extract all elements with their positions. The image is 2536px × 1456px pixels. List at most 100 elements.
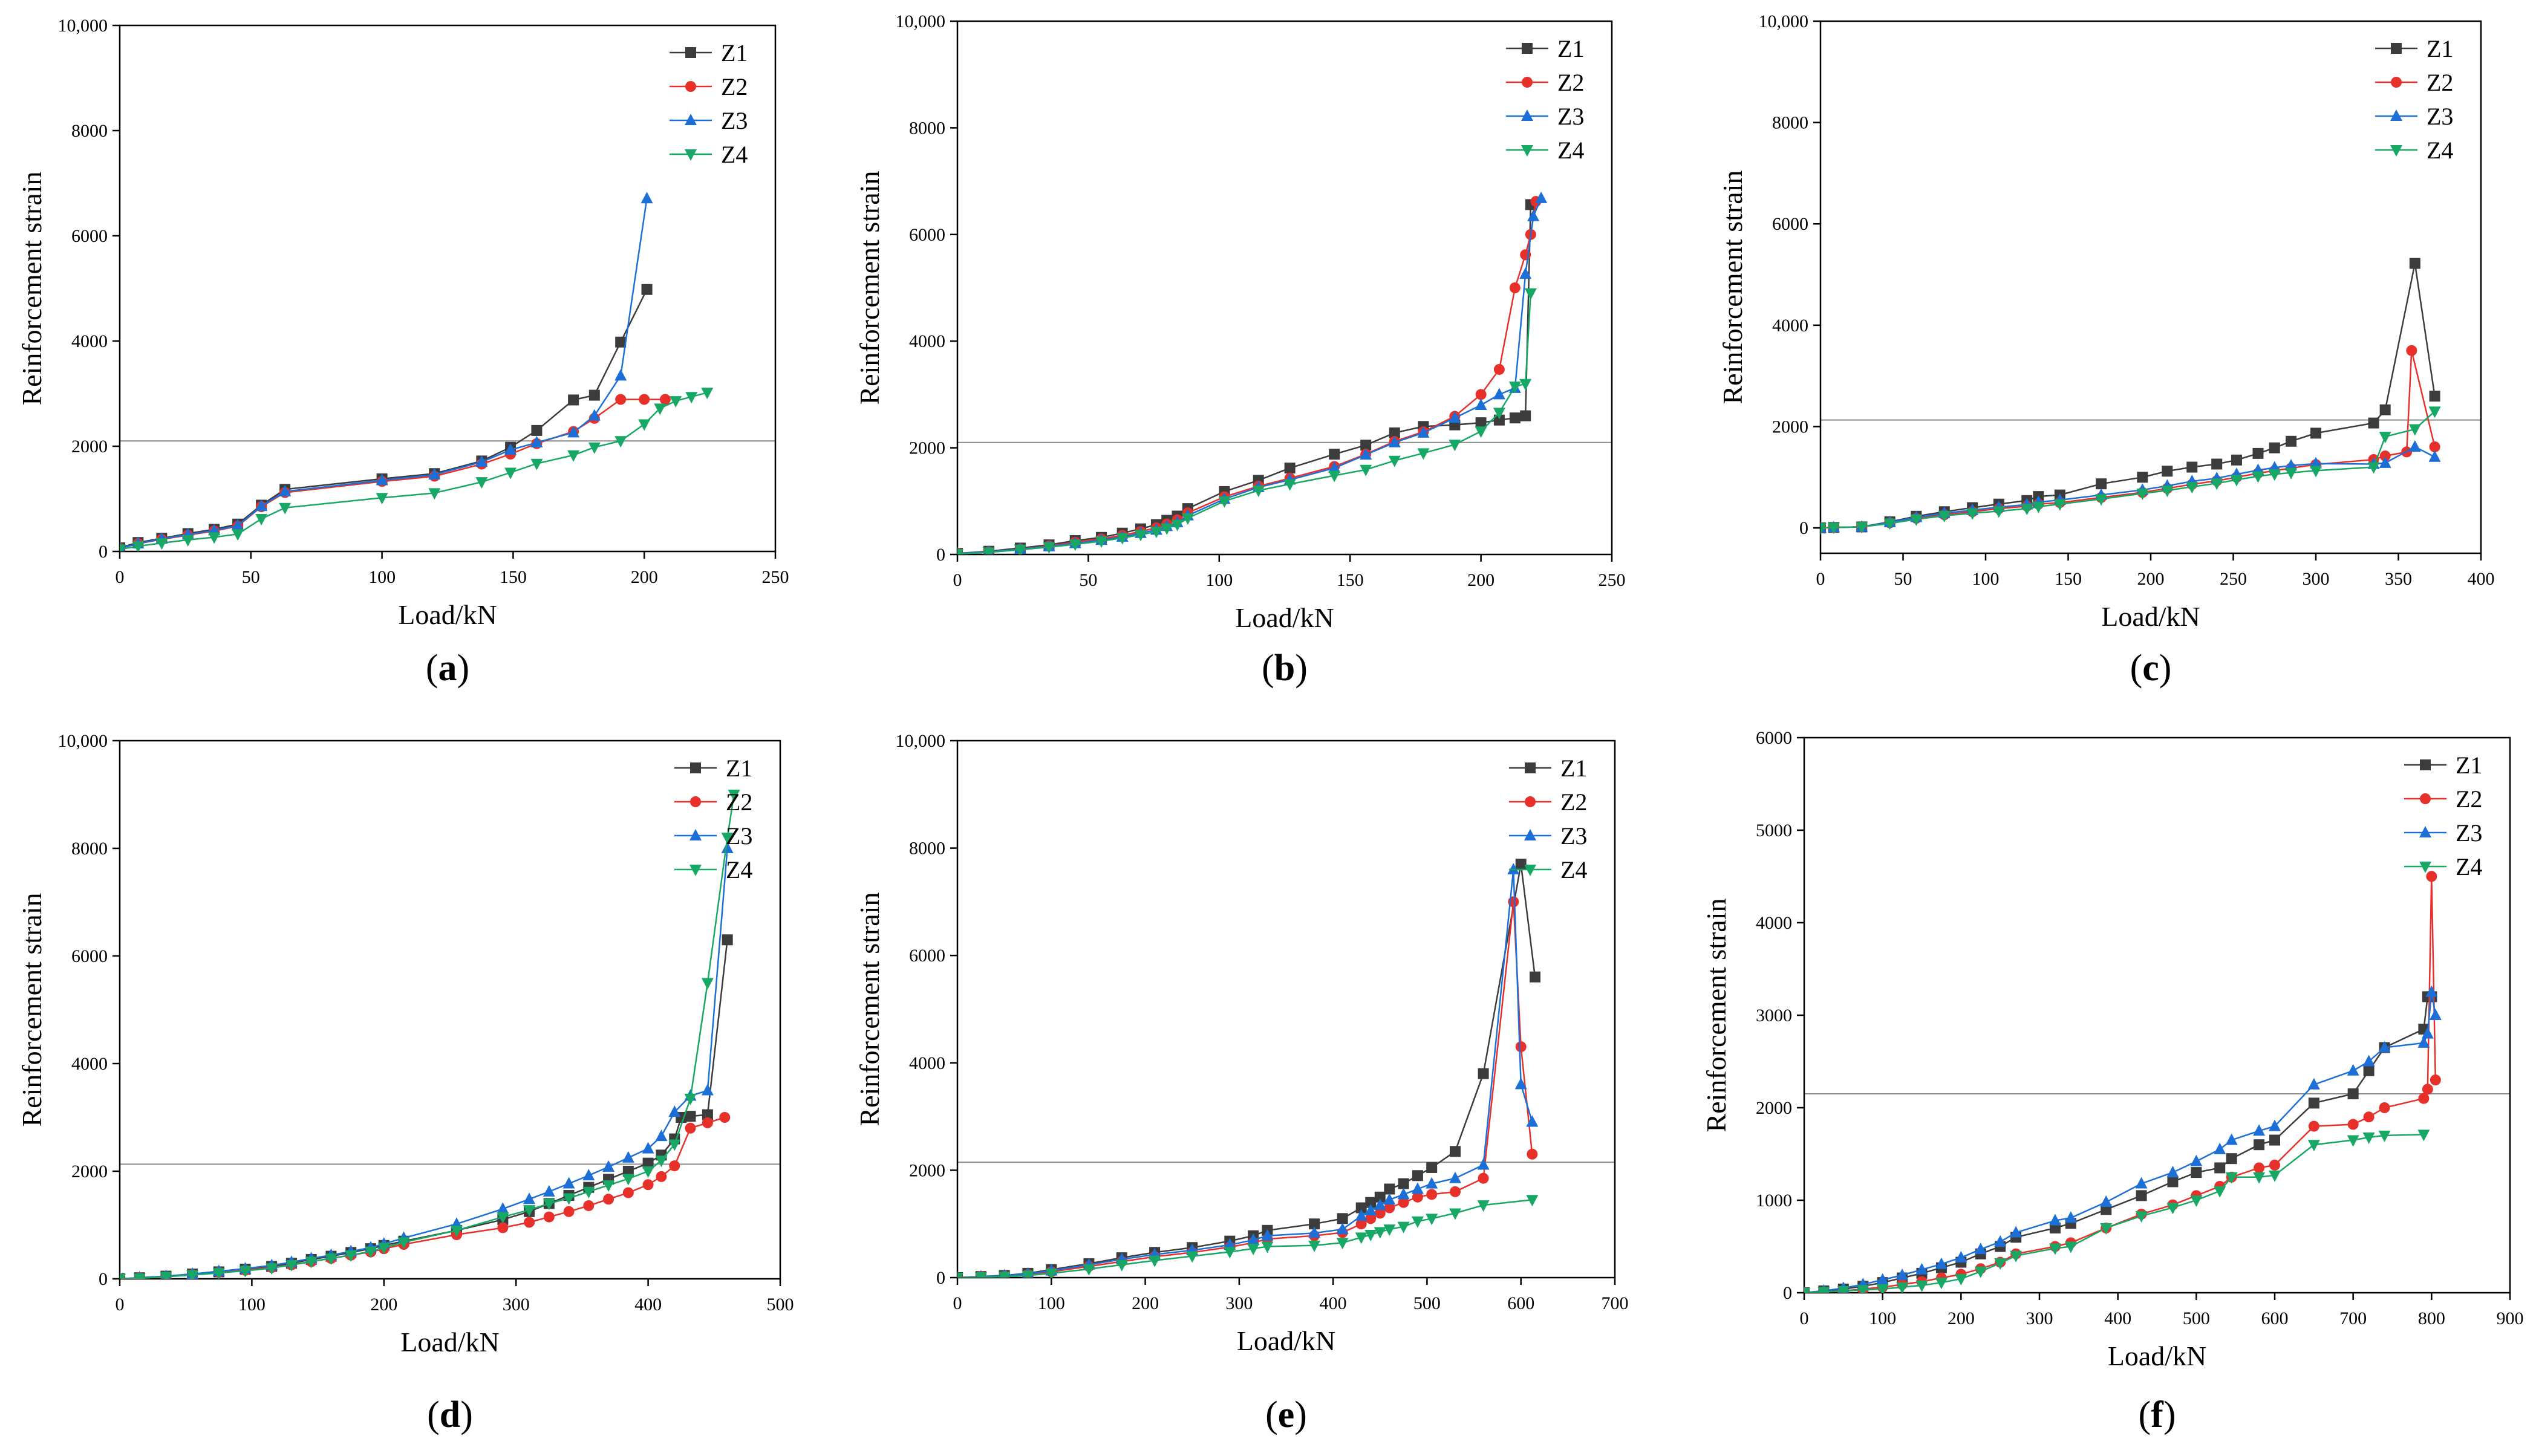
series-Z3: [1821, 440, 2441, 533]
series-line-Z2: [120, 1116, 725, 1279]
data-point-Z1: [2363, 1065, 2375, 1076]
data-point-Z3: [1507, 863, 1520, 875]
legend-marker-Z2: [2391, 77, 2402, 88]
data-point-Z4: [1938, 510, 1951, 522]
data-point-Z4: [285, 1259, 298, 1272]
y-tick-label: 10,000: [896, 11, 946, 31]
data-point-Z3: [614, 369, 627, 381]
series-Z4: [120, 388, 714, 551]
data-point-Z4: [2252, 471, 2264, 483]
data-point-Z4: [2310, 466, 2322, 478]
y-tick-label: 2000: [1772, 417, 1808, 437]
data-point-Z3: [1308, 1226, 1321, 1238]
data-point-Z4: [1388, 455, 1401, 467]
data-point-Z4: [1252, 486, 1265, 498]
data-point-Z1: [588, 389, 600, 401]
data-point-Z2: [2347, 1119, 2359, 1130]
series-line-Z1: [120, 940, 728, 1279]
legend-marker-Z1: [1522, 43, 1533, 54]
data-point-Z4: [1837, 1285, 1850, 1293]
data-point-Z4: [721, 833, 734, 845]
data-point-Z1: [2308, 1097, 2319, 1109]
data-point-Z4: [1857, 1285, 1869, 1293]
legend-label-Z1: Z1: [721, 39, 748, 67]
data-point-Z3: [2425, 985, 2438, 997]
data-point-Z4: [2211, 478, 2223, 490]
legend-marker-Z3: [685, 114, 697, 125]
data-point-Z4: [1804, 1288, 1810, 1293]
data-point-Z4: [562, 1193, 575, 1205]
data-point-Z2: [1355, 1218, 1367, 1230]
data-point-Z4: [1883, 518, 1896, 530]
legend-label-Z2: Z2: [726, 788, 752, 816]
series-Z3: [957, 863, 1539, 1278]
data-point-Z3: [2310, 457, 2322, 469]
data-point-Z4: [1383, 1224, 1396, 1237]
x-tick-label: 400: [634, 1295, 662, 1315]
data-point-Z3: [622, 1151, 634, 1163]
x-tick-label: 100: [1972, 569, 2000, 589]
data-point-Z2: [2363, 1111, 2375, 1123]
data-point-Z1: [2310, 427, 2321, 439]
data-point-Z4: [186, 1270, 199, 1279]
y-tick-label: 2000: [71, 437, 108, 457]
data-point-Z4: [1876, 1284, 1889, 1293]
legend: Z1 Z2 Z3 Z4: [1506, 35, 1584, 164]
series-line-Z1: [1804, 996, 2432, 1293]
data-point-Z4: [2021, 504, 2033, 516]
y-tick-label: 2000: [1756, 1098, 1792, 1118]
data-point-Z4: [638, 419, 651, 431]
data-point-Z4: [642, 1166, 654, 1178]
data-point-Z3: [1535, 191, 1548, 203]
panel-label-letter: b: [1274, 648, 1295, 689]
panel-label: (a): [426, 648, 469, 689]
data-point-Z4: [982, 547, 995, 554]
data-point-Z4: [305, 1256, 318, 1269]
data-point-Z4: [1449, 1208, 1462, 1220]
data-point-Z4: [614, 436, 627, 448]
data-point-Z3: [642, 1142, 654, 1154]
data-point-Z3: [1514, 1077, 1527, 1090]
y-tick-label: 4000: [1756, 913, 1792, 933]
data-point-Z2: [2379, 1102, 2390, 1113]
data-point-Z4: [397, 1237, 410, 1249]
data-point-Z4: [1896, 1282, 1909, 1293]
legend-label-Z4: Z4: [726, 856, 752, 883]
plot-frame: [119, 24, 777, 553]
data-point-Z4: [1224, 1247, 1236, 1259]
data-point-Z2: [615, 394, 627, 405]
data-point-Z4: [497, 1212, 509, 1224]
data-point-Z3: [2347, 1064, 2359, 1076]
x-tick-label: 200: [631, 567, 658, 587]
data-point-Z4: [1526, 1195, 1539, 1207]
chart-panel-b: 0 50 100 150 200 250 0 2000 4000 6000 8000 10,000 Lo…: [854, 11, 1626, 689]
data-point-Z3: [1388, 435, 1401, 447]
data-point-Z4: [2095, 494, 2108, 506]
data-point-Z1: [1412, 1170, 1423, 1181]
data-point-Z4: [255, 514, 268, 526]
series-line-Z2: [120, 398, 665, 550]
data-point-Z4: [1364, 1229, 1377, 1241]
data-point-Z2: [685, 1122, 696, 1134]
series-line-Z2: [1804, 876, 2437, 1293]
x-tick-label: 0: [116, 1295, 125, 1315]
legend-label-Z4: Z4: [2456, 853, 2482, 880]
x-tick-label: 100: [238, 1295, 266, 1315]
data-point-Z4: [2135, 1211, 2148, 1223]
y-tick-label: 0: [99, 1269, 108, 1289]
legend-marker-Z4: [2419, 862, 2431, 873]
data-point-Z4: [2417, 1129, 2430, 1142]
data-point-Z4: [654, 403, 667, 415]
data-point-Z3: [2307, 1077, 2320, 1090]
chart-panel-f: 0 100 200 300 400 500 600 700 800 900 0 1000 2000 300…: [1701, 728, 2524, 1435]
series-line-Z1: [957, 863, 1536, 1278]
legend: Z1 Z2 Z3 Z4: [2404, 752, 2482, 880]
data-point-Z4: [2307, 1140, 2320, 1152]
data-point-Z3: [2421, 1027, 2434, 1039]
data-point-Z1: [2211, 458, 2223, 470]
series-line-Z1: [1821, 263, 2436, 529]
legend-label-Z1: Z1: [1560, 755, 1587, 782]
series-line-Z2: [957, 201, 1537, 554]
data-point-Z1: [642, 1157, 654, 1169]
y-axis-label: Reinforcement strain: [16, 171, 47, 405]
